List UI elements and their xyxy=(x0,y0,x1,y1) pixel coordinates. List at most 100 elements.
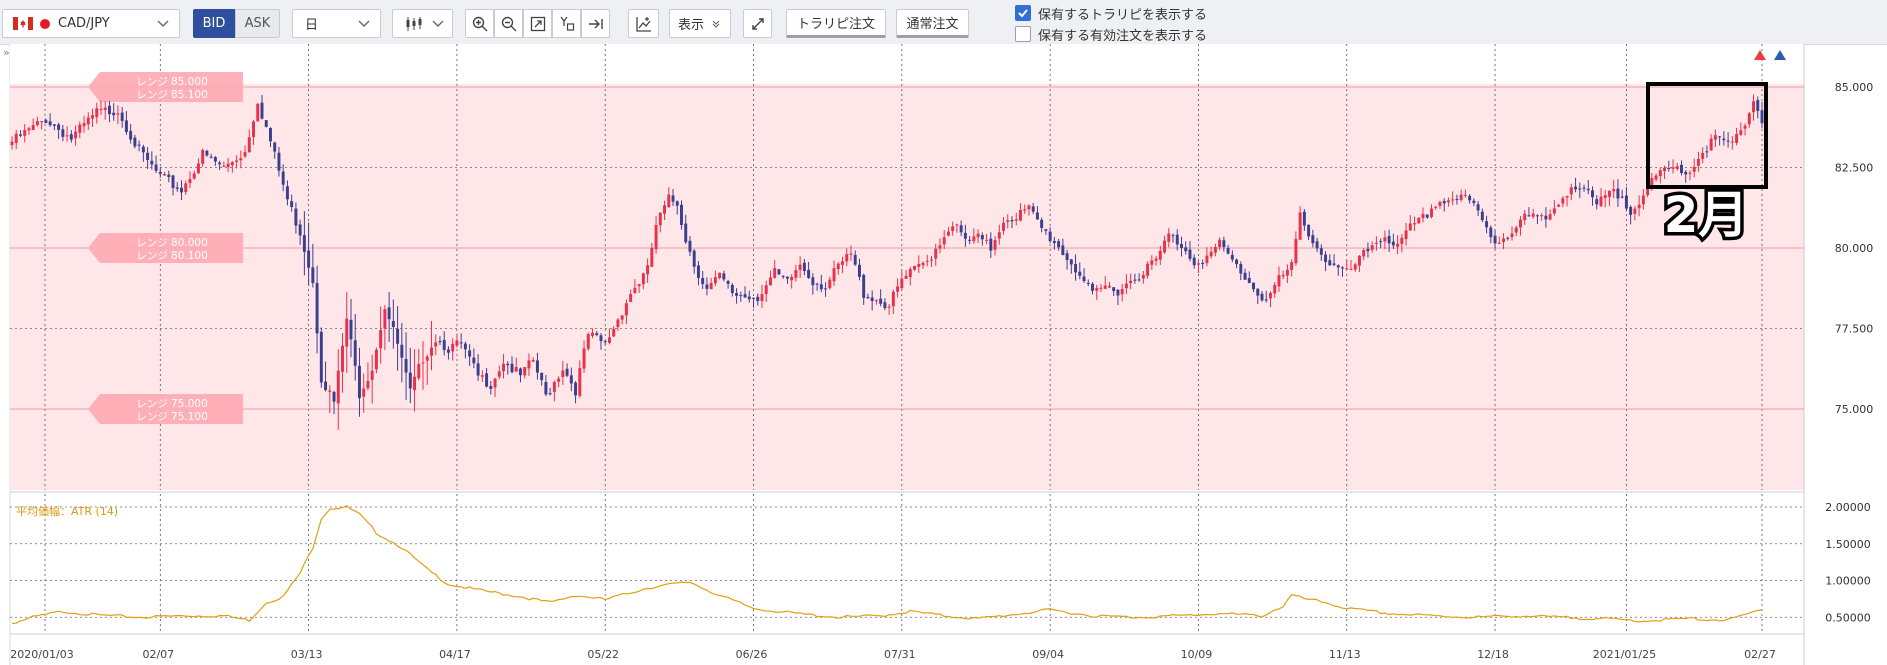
candle xyxy=(1586,188,1590,191)
candle xyxy=(218,162,222,165)
trailing-order-button[interactable]: トラリピ注文 xyxy=(786,9,886,38)
candle xyxy=(150,160,154,165)
candle xyxy=(1052,240,1056,244)
candle xyxy=(493,378,497,388)
candle xyxy=(1514,227,1518,233)
candle xyxy=(1612,189,1616,192)
candle xyxy=(91,115,94,119)
zoom-out-button[interactable] xyxy=(494,9,523,38)
candle xyxy=(900,278,904,289)
candle xyxy=(1747,113,1751,125)
candle xyxy=(82,123,86,127)
candle xyxy=(167,174,171,177)
candle xyxy=(976,233,980,238)
candle xyxy=(489,386,493,389)
candle xyxy=(1243,272,1247,280)
candle xyxy=(1735,134,1739,143)
candle xyxy=(1569,187,1573,195)
candle xyxy=(612,328,616,337)
candle xyxy=(595,333,599,335)
candle xyxy=(1273,284,1277,294)
candle xyxy=(1124,283,1128,289)
x-tick-label: 03/13 xyxy=(291,648,323,661)
candle xyxy=(1565,196,1569,198)
candle xyxy=(1311,235,1315,244)
candle xyxy=(95,108,99,118)
x-tick-label: 05/22 xyxy=(587,648,619,661)
candle xyxy=(1506,237,1510,239)
show-valid-orders-label: 保有する有効注文を表示する xyxy=(1038,29,1208,44)
candle xyxy=(1341,267,1344,269)
candle xyxy=(646,265,650,275)
candle xyxy=(387,307,391,320)
candle xyxy=(69,134,73,140)
jump-end-button[interactable] xyxy=(581,9,610,38)
candle xyxy=(1370,245,1374,250)
candle xyxy=(1582,187,1586,189)
x-tick-label: 10/09 xyxy=(1181,648,1213,661)
add-indicator-button[interactable] xyxy=(628,9,659,38)
normal-order-button[interactable]: 通常注文 xyxy=(896,9,969,38)
candle xyxy=(1239,264,1243,274)
atr-tick-label: 0.50000 xyxy=(1825,611,1871,624)
fit-screen-icon xyxy=(530,16,545,31)
fullscreen-button[interactable] xyxy=(743,9,772,38)
candle xyxy=(1281,274,1285,277)
bid-button[interactable]: BID xyxy=(193,9,235,38)
candle xyxy=(1557,204,1561,207)
collapse-sidebar-icon[interactable]: » xyxy=(3,46,10,59)
candle xyxy=(959,225,963,233)
candle xyxy=(1247,278,1251,283)
candle xyxy=(52,124,56,126)
chart-type-selector[interactable] xyxy=(392,9,453,38)
candle xyxy=(201,150,205,164)
candle xyxy=(1718,136,1722,138)
candle xyxy=(44,120,48,124)
candle xyxy=(1726,140,1730,142)
x-tick-label: 02/27 xyxy=(1744,648,1776,661)
candle xyxy=(1493,235,1497,244)
candle xyxy=(518,368,522,376)
candle xyxy=(603,341,607,343)
candle xyxy=(1463,194,1467,196)
candle xyxy=(315,282,319,334)
candle xyxy=(874,300,878,302)
candle xyxy=(671,195,675,202)
show-owned-trailing-checkbox[interactable] xyxy=(1015,5,1031,21)
show-valid-orders-checkbox[interactable] xyxy=(1015,26,1031,42)
candle xyxy=(968,239,972,241)
fit-screen-button[interactable] xyxy=(523,9,552,38)
candle xyxy=(497,371,501,377)
period-selector[interactable]: 日 xyxy=(292,9,381,38)
candle xyxy=(641,273,645,285)
candle xyxy=(887,306,891,308)
candle xyxy=(1256,288,1260,296)
display-menu-button[interactable]: 表示 xyxy=(669,9,731,38)
candle xyxy=(502,363,506,372)
candle xyxy=(768,277,772,286)
candle xyxy=(1442,200,1446,204)
candle xyxy=(1252,282,1256,290)
candle xyxy=(1637,204,1641,209)
candle xyxy=(1129,280,1133,284)
candle xyxy=(196,163,200,174)
candle xyxy=(997,232,1001,239)
atr-tick-label: 1.00000 xyxy=(1825,575,1871,588)
candle xyxy=(752,297,756,299)
symbol-selector[interactable]: CAD/JPY xyxy=(2,9,180,38)
candle xyxy=(302,235,306,252)
candle xyxy=(527,360,531,369)
candle xyxy=(985,239,989,241)
chart-area[interactable]: » 85.000 82.500 80.000 77.500 75.000 レンジ 75.0… xyxy=(0,44,1887,665)
jump-end-icon xyxy=(588,18,603,29)
candle xyxy=(31,125,35,130)
candle xyxy=(506,363,510,366)
candle xyxy=(1154,258,1158,261)
candle xyxy=(866,297,870,299)
candle xyxy=(1349,268,1353,270)
cursor-button[interactable] xyxy=(552,9,581,38)
candle xyxy=(1353,264,1357,270)
zoom-in-button[interactable] xyxy=(465,9,494,38)
ask-button[interactable]: ASK xyxy=(235,9,280,38)
candle xyxy=(1620,196,1624,198)
